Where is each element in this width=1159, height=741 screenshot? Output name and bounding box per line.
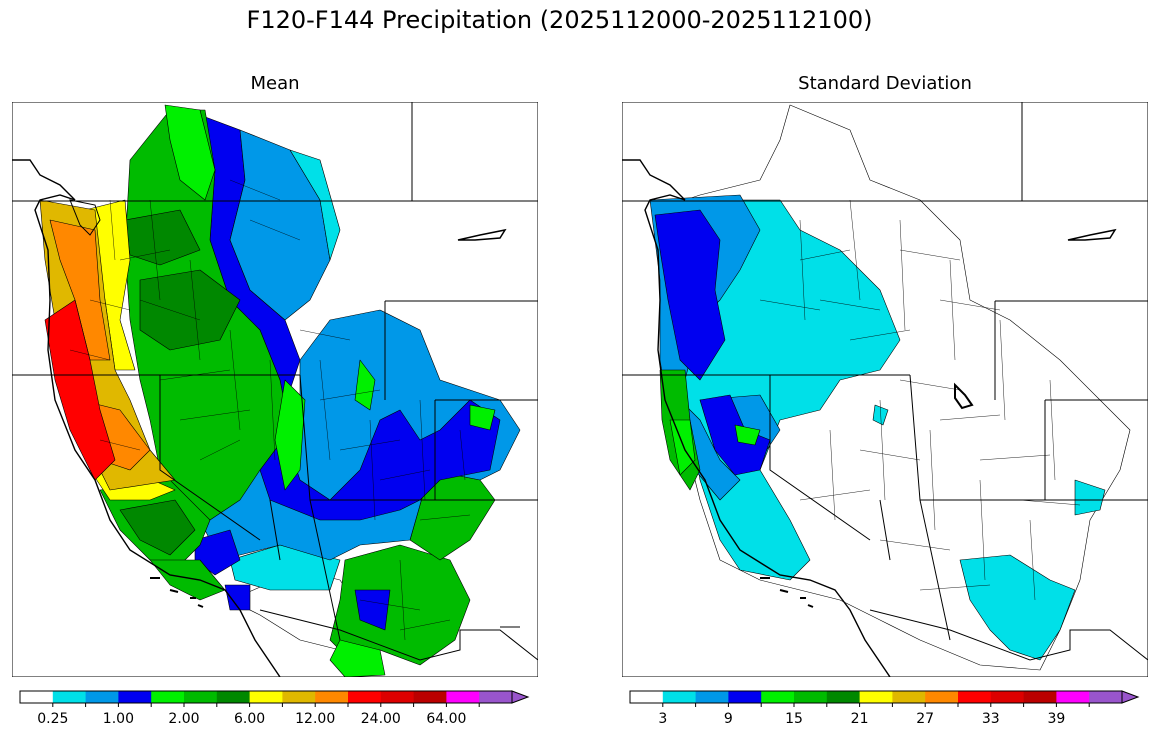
colorbar-stddev — [629, 690, 1140, 707]
colorbar-swatch — [20, 691, 54, 703]
colorbar-tick-label: 27 — [916, 711, 935, 727]
colorbar-tick-label: 2.00 — [168, 711, 200, 727]
colorbar-swatch — [413, 691, 447, 703]
colorbar-swatch — [479, 691, 512, 703]
colorbar-swatch — [925, 691, 959, 703]
colorbar-tick-label: 0.25 — [37, 711, 69, 727]
colorbar-swatch — [85, 691, 119, 703]
colorbar-tick-label: 9 — [723, 711, 733, 727]
colorbar-tick-label: 12.00 — [295, 711, 336, 727]
colorbar-swatch — [151, 691, 185, 703]
colorbar-swatch — [380, 691, 415, 703]
colorbar-swatch — [1089, 691, 1122, 703]
figure-title: F120-F144 Precipitation (2025112000-2025… — [246, 6, 873, 34]
colorbar-swatch — [826, 691, 861, 703]
colorbar-swatch — [1056, 691, 1090, 703]
colorbar-swatch — [859, 691, 893, 703]
colorbar-swatch — [990, 691, 1025, 703]
colorbar-swatch — [315, 691, 349, 703]
colorbar-tick-label: 6.00 — [234, 711, 266, 727]
colorbar-swatch — [348, 691, 382, 703]
colorbar-tick-label: 33 — [981, 711, 1000, 727]
colorbar-extend-arrow — [511, 690, 530, 704]
colorbar-swatch — [662, 691, 697, 703]
colorbar-swatch — [446, 691, 480, 703]
colorbar-swatch — [892, 691, 926, 703]
colorbar-swatch — [52, 691, 87, 703]
colorbar-tick-label: 64.00 — [426, 711, 467, 727]
panel-title-mean: Mean — [250, 73, 300, 94]
colorbar-tick-label: 1.00 — [102, 711, 134, 727]
colorbar-swatch — [1023, 691, 1057, 703]
colorbar-tick-label: 39 — [1047, 711, 1066, 727]
mean-map — [12, 102, 538, 677]
colorbar-mean — [19, 690, 530, 707]
colorbar-tick-label: 24.00 — [360, 711, 401, 727]
panel-title-stddev: Standard Deviation — [798, 73, 972, 94]
colorbar-swatch — [695, 691, 729, 703]
colorbar-swatch — [728, 691, 762, 703]
colorbar-swatch — [282, 691, 316, 703]
colorbar-swatch — [761, 691, 795, 703]
colorbar-extend-arrow — [1121, 690, 1140, 704]
colorbar-tick-label: 15 — [785, 711, 803, 727]
colorbar-swatch — [216, 691, 251, 703]
colorbar-swatch — [249, 691, 283, 703]
colorbar-tick-label: 3 — [658, 711, 668, 727]
colorbar-swatch — [184, 691, 218, 703]
colorbar-swatch — [958, 691, 992, 703]
stddev-map — [622, 102, 1148, 677]
colorbar-swatch — [630, 691, 664, 703]
colorbar-swatch — [794, 691, 828, 703]
colorbar-swatch — [118, 691, 152, 703]
colorbar-tick-label: 21 — [850, 711, 869, 727]
